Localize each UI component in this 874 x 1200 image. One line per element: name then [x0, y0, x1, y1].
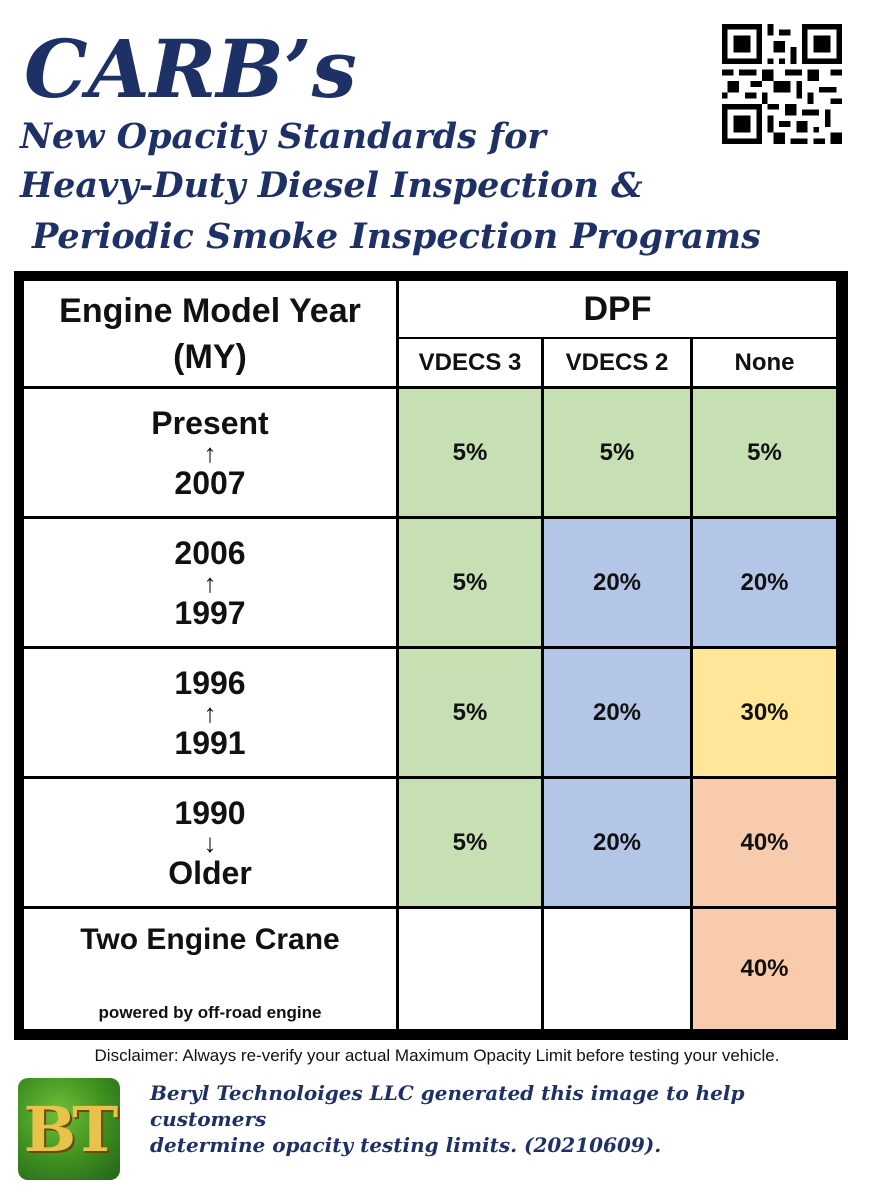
year-range-top: 1990 [174, 794, 246, 831]
year-range: 1996 ↑ 1991 [174, 666, 245, 760]
year-range-cell: 1996 ↑ 1991 [24, 649, 396, 776]
year-range: 2006 ↑ 1997 [174, 536, 245, 630]
opacity-value-cell: 20% [544, 519, 690, 646]
col-header-vdecs3: VDECS 3 [399, 339, 541, 386]
qr-code-icon[interactable] [722, 24, 842, 144]
arrow-up-icon: ↑ [203, 697, 217, 728]
year-range-cell: 2006 ↑ 1997 [24, 519, 396, 646]
opacity-value-cell: 30% [693, 649, 836, 776]
year-range: 1990 ↓ Older [168, 796, 252, 890]
crane-label-cell: Two Engine Crane powered by off-road eng… [24, 909, 396, 1029]
year-range-top: 1996 [174, 664, 246, 701]
arrow-down-icon: ↓ [203, 827, 217, 858]
year-range-top: 2006 [174, 534, 246, 571]
year-range-cell: Present ↑ 2007 [24, 389, 396, 516]
opacity-value-cell: 20% [693, 519, 836, 646]
subtitle-line-1: New Opacity Standards for [20, 116, 546, 157]
year-range-bottom: 1991 [174, 724, 246, 761]
col-header-none: None [693, 339, 836, 386]
subtitle-line-3: Periodic Smoke Inspection Programs [32, 216, 761, 257]
year-range-bottom: 1997 [174, 594, 246, 631]
crane-value-none: 40% [693, 909, 836, 1029]
subtitle-line-2: Heavy-Duty Diesel Inspection & [20, 165, 643, 206]
opacity-value-cell: 5% [693, 389, 836, 516]
year-range: Present ↑ 2007 [151, 406, 268, 500]
opacity-value-cell: 20% [544, 649, 690, 776]
page-title: CARB’s [24, 22, 357, 116]
logo-text: BT [23, 1092, 119, 1166]
crane-value-vdecs2 [544, 909, 690, 1029]
opacity-table: Engine Model Year (MY) DPF VDECS 3 VDECS… [14, 271, 848, 1040]
opacity-value-cell: 5% [399, 519, 541, 646]
col-header-vdecs2: VDECS 2 [544, 339, 690, 386]
crane-value-vdecs3 [399, 909, 541, 1029]
header-engine-model-year: Engine Model Year (MY) [24, 281, 396, 386]
crane-subtitle: powered by off-road engine [98, 1003, 322, 1022]
arrow-up-icon: ↑ [203, 437, 217, 468]
crane-title: Two Engine Crane [80, 923, 340, 956]
arrow-up-icon: ↑ [203, 567, 217, 598]
header-label-line1: Engine Model Year [59, 291, 361, 330]
year-range-bottom: 2007 [174, 464, 246, 501]
opacity-value-cell: 5% [399, 649, 541, 776]
bt-logo: BT [18, 1078, 120, 1180]
header-label-line2: (MY) [173, 337, 247, 376]
opacity-value-cell: 20% [544, 779, 690, 906]
opacity-value-cell: 5% [399, 779, 541, 906]
header-dpf: DPF [399, 281, 836, 337]
year-range-bottom: Older [168, 854, 252, 891]
disclaimer: Disclaimer: Always re-verify your actual… [94, 1046, 780, 1065]
opacity-value-cell: 5% [399, 389, 541, 516]
year-range-cell: 1990 ↓ Older [24, 779, 396, 906]
footer-note: Beryl Technoloiges LLC generated this im… [150, 1080, 860, 1158]
year-range-top: Present [151, 404, 269, 441]
footer-line-2: determine opacity testing limits. (20210… [150, 1133, 662, 1157]
opacity-value-cell: 40% [693, 779, 836, 906]
footer-line-1: Beryl Technoloiges LLC generated this im… [150, 1081, 745, 1131]
opacity-value-cell: 5% [544, 389, 690, 516]
